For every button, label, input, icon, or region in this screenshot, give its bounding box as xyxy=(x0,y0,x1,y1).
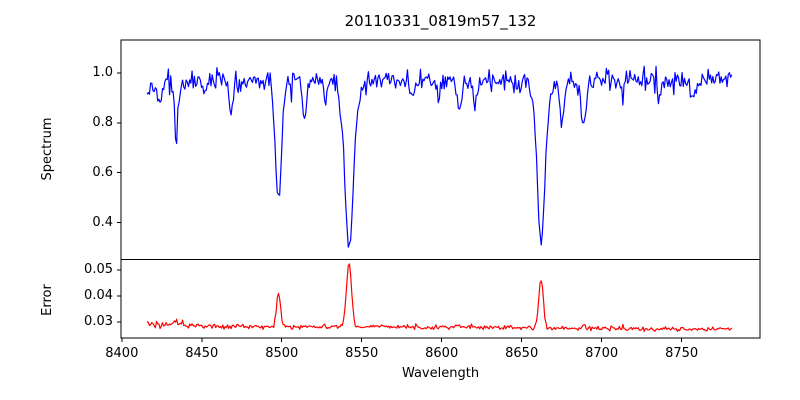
error-y-tick-label: 0.04 xyxy=(84,288,113,304)
error-y-tick-label: 0.05 xyxy=(84,262,113,278)
x-tick-label: 8400 xyxy=(105,346,139,361)
error-y-axis-label: Error xyxy=(40,284,55,316)
x-axis-label: Wavelength xyxy=(401,366,480,381)
x-tick-label: 8450 xyxy=(185,346,219,361)
error-y-tick-label: 0.03 xyxy=(84,314,113,330)
spectrum-y-tick-label: 0.8 xyxy=(92,115,113,131)
x-tick-label: 8750 xyxy=(665,346,699,361)
spectrum-y-tick-label: 0.4 xyxy=(92,215,113,231)
error-line xyxy=(146,263,733,333)
x-tick-label: 8500 xyxy=(265,346,299,361)
x-tick-label: 8550 xyxy=(345,346,379,361)
x-tick-label: 8650 xyxy=(505,346,539,361)
x-tick-label: 8600 xyxy=(425,346,459,361)
error-plot-border xyxy=(120,259,761,339)
spectrum-y-axis-label: Spectrum xyxy=(40,117,55,181)
spectrum-y-tick-label: 1.0 xyxy=(92,65,113,81)
spectrum-y-tick-label: 0.6 xyxy=(92,165,113,181)
x-tick-label: 8700 xyxy=(585,346,619,361)
chart-title: 20110331_0819m57_132 xyxy=(344,12,537,30)
spectrum-line xyxy=(146,65,733,248)
